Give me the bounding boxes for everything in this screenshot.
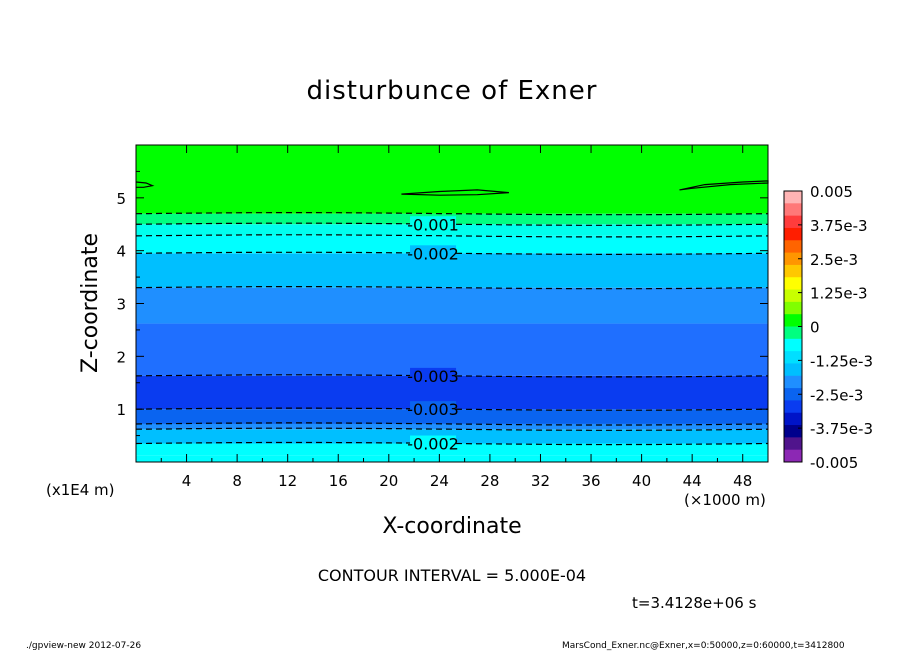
- contour-label-0: -0.001: [407, 215, 459, 234]
- colorbar-label-0: 0.005: [810, 183, 853, 201]
- fill-bands: [136, 145, 768, 462]
- contour-label-1: -0.002: [407, 244, 459, 263]
- colorbar-label-7: -3.75e-3: [810, 420, 873, 438]
- fill-band-9: [136, 235, 768, 254]
- colorbar-cell-5: [784, 252, 802, 266]
- contour-labels: -0.001 -0.002 -0.003 -0.003 -0.002: [407, 215, 459, 453]
- contour-line-2: [135, 234, 769, 238]
- colorbar-cell-20: [784, 437, 802, 451]
- colorbar-label-2: 2.5e-3: [810, 251, 858, 269]
- contour-line-4: [135, 286, 769, 290]
- colorbar-cell-2: [784, 215, 802, 229]
- contour-label-bg-0: [410, 216, 457, 233]
- x-axis-label: X-coordinate: [382, 514, 522, 539]
- y-axis-label: Z-coordinate: [78, 233, 103, 373]
- x-tick-label-48: 48: [733, 472, 752, 490]
- contour-lines: [135, 212, 769, 446]
- contour-line-6: [135, 407, 769, 411]
- colorbar-cell-16: [784, 388, 802, 401]
- y-tick-label-5: 5: [116, 190, 126, 208]
- contour-line-8: [135, 427, 769, 431]
- x-tick-label-4: 4: [182, 472, 192, 490]
- contour-line-5: [135, 374, 769, 378]
- zero-contour-1: [401, 189, 509, 196]
- colorbar-cell-8: [784, 289, 802, 303]
- contour-line-7: [135, 422, 769, 426]
- y-tick-label-1: 1: [116, 401, 126, 419]
- colorbar-cell-1: [784, 203, 802, 217]
- x-tick-label-24: 24: [430, 472, 449, 490]
- x-tick-label-40: 40: [632, 472, 651, 490]
- x-tick-label-16: 16: [329, 472, 348, 490]
- contour-label-bg-3: [410, 401, 457, 418]
- contour-line-3: [135, 251, 769, 255]
- colorbar-cell-14: [784, 363, 802, 377]
- y-tick-label-3: 3: [116, 296, 126, 314]
- colorbar-label-3: 1.25e-3: [810, 285, 868, 303]
- x-tick-label-44: 44: [683, 472, 702, 490]
- y-tick-label-4: 4: [116, 243, 126, 261]
- fill-band-0: [136, 455, 768, 462]
- x-axis-ticks: 4 8 12 16 20 24 28 32 36 40 44 48: [160, 145, 752, 490]
- contour-interval: CONTOUR INTERVAL = 5.000E-04: [317, 566, 587, 585]
- x-tick-label-28: 28: [480, 472, 499, 490]
- fill-band-3: [136, 423, 768, 430]
- contour-label-2: -0.003: [407, 367, 459, 386]
- colorbar-cell-21: [784, 449, 802, 463]
- contour-label-3: -0.003: [407, 400, 459, 419]
- contour-label-4: -0.002: [407, 435, 459, 454]
- footer-right: MarsCond_Exner.nc@Exner,x=0:50000,z=0:60…: [562, 641, 845, 651]
- colorbar-cell-3: [784, 227, 802, 241]
- colorbar-cell-19: [784, 425, 802, 438]
- colorbar-cell-6: [784, 264, 802, 278]
- colorbar-label-8: -0.005: [810, 454, 858, 472]
- x-tick-label-12: 12: [278, 472, 297, 490]
- contour-label-bg-4: [410, 435, 457, 452]
- chart-title: disturbunce of Exner: [306, 76, 598, 106]
- x-tick-label-36: 36: [581, 472, 600, 490]
- colorbar-label-5: -1.25e-3: [810, 352, 873, 370]
- x-axis-units: (×1000 m): [684, 491, 766, 509]
- zero-contour-0: [135, 181, 155, 188]
- fill-band-12: [136, 145, 768, 214]
- colorbar-cell-17: [784, 400, 802, 414]
- colorbar-cell-13: [784, 351, 802, 364]
- colorbar-cell-9: [784, 301, 802, 315]
- colorbar: 0.005 3.75e-3 2.5e-3 1.25e-3 0 -1.25e-3 -2.5e-…: [783, 183, 873, 472]
- fill-band-7: [136, 287, 768, 324]
- y-tick-label-2: 2: [116, 348, 126, 366]
- colorbar-cell-4: [784, 240, 802, 254]
- x-tick-label-20: 20: [379, 472, 398, 490]
- contour-line-1: [135, 222, 769, 226]
- y-axis-ticks: 1 2 3 4 5: [116, 170, 768, 437]
- contour-line-0: [135, 212, 769, 216]
- contour-label-bg-1: [410, 245, 457, 262]
- colorbar-label-4: 0: [810, 319, 820, 337]
- x-tick-label-32: 32: [531, 472, 550, 490]
- colorbar-label-6: -2.5e-3: [810, 386, 863, 404]
- fill-band-6: [136, 323, 768, 376]
- time-label: t=3.4128e+06 s: [632, 594, 757, 612]
- colorbar-cell-18: [784, 412, 802, 426]
- contour-line-9: [135, 441, 769, 446]
- contour-label-bg-2: [410, 367, 457, 384]
- colorbar-cell-11: [784, 326, 802, 340]
- colorbar-cell-12: [784, 338, 802, 352]
- colorbar-cell-7: [784, 277, 802, 291]
- footer-left: ./gpview-new 2012-07-26: [26, 641, 142, 651]
- colorbar-cell-10: [784, 314, 802, 327]
- colorbar-cell-15: [784, 375, 802, 389]
- colorbar-cell-0: [784, 191, 802, 204]
- colorbar-label-1: 3.75e-3: [810, 217, 868, 235]
- y-axis-units: (x1E4 m): [46, 481, 115, 499]
- x-tick-label-8: 8: [232, 472, 242, 490]
